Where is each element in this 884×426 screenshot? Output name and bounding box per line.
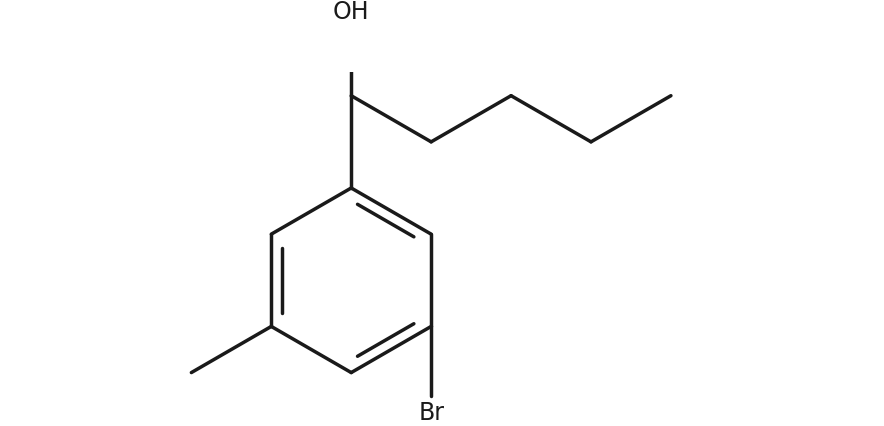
Text: Br: Br <box>418 400 444 424</box>
Text: OH: OH <box>333 0 370 23</box>
